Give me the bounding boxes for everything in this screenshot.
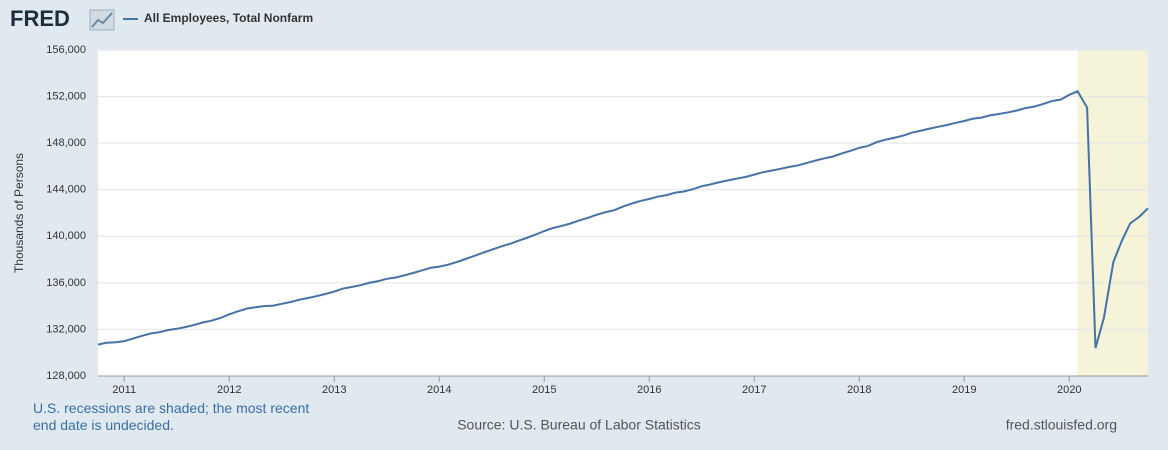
y-tick-label: 128,000: [46, 370, 86, 382]
x-tick-label: 2011: [112, 384, 136, 396]
x-tick-label: 2015: [532, 384, 556, 396]
x-tick-label: 2018: [847, 384, 871, 396]
y-tick-label: 152,000: [46, 90, 86, 102]
recession-shade: [1077, 50, 1148, 376]
x-tick-label: 2012: [217, 384, 241, 396]
x-tick-label: 2017: [742, 384, 766, 396]
y-tick-label: 144,000: [46, 184, 86, 196]
y-tick-label: 148,000: [46, 137, 86, 149]
y-tick-label: 132,000: [46, 323, 86, 335]
y-tick-label: 136,000: [46, 277, 86, 289]
x-tick-label: 2014: [427, 384, 451, 396]
legend-label: All Employees, Total Nonfarm: [144, 11, 313, 25]
x-tick-label: 2013: [322, 384, 346, 396]
x-tick-label: 2020: [1057, 384, 1081, 396]
y-axis-label: Thousands of Persons: [12, 153, 26, 273]
recession-note: U.S. recessions are shaded; the most rec…: [33, 400, 310, 433]
logo: FRED: [10, 6, 70, 31]
series-line: [97, 90, 1149, 349]
x-tick-label: 2016: [637, 384, 661, 396]
y-tick-label: 140,000: [46, 230, 86, 242]
site: fred.stlouisfed.org: [1006, 417, 1117, 433]
y-tick-label: 156,000: [46, 44, 86, 56]
logo-icon: [89, 9, 115, 31]
x-tick-label: 2019: [952, 384, 976, 396]
source: Source: U.S. Bureau of Labor Statistics: [457, 417, 701, 433]
plot-area: [98, 50, 1148, 376]
